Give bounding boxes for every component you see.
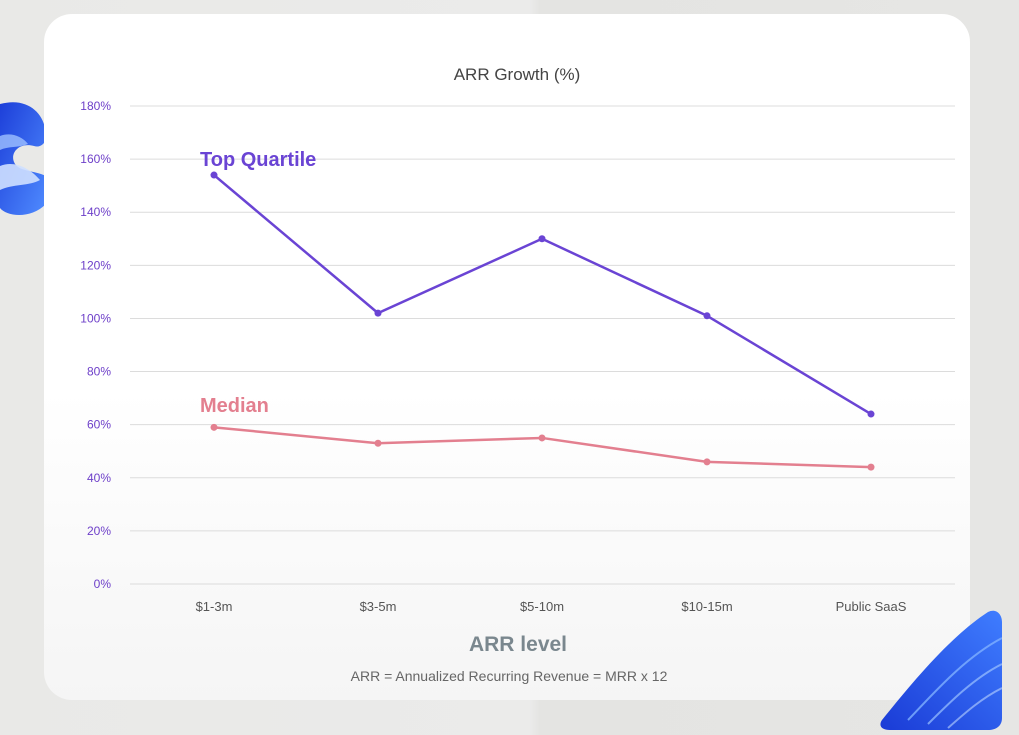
grid-lines bbox=[130, 105, 955, 585]
brand-wave-right-icon bbox=[880, 610, 1002, 730]
y-tick-label: 100% bbox=[80, 311, 111, 325]
data-point-median bbox=[210, 423, 218, 431]
series-label-median: Median bbox=[200, 395, 269, 417]
x-axis-ticks: $1-3m $3-5m $5-10m $10-15m Public SaaS bbox=[196, 599, 907, 614]
y-tick-label: 60% bbox=[87, 418, 111, 432]
x-tick-label: $3-5m bbox=[360, 599, 397, 614]
series-line-top-quartile bbox=[213, 174, 872, 416]
x-tick-label: $5-10m bbox=[520, 599, 564, 614]
series-label-top-quartile: Top Quartile bbox=[200, 149, 316, 171]
chart-card bbox=[44, 14, 970, 700]
data-point-median bbox=[374, 439, 382, 447]
data-point-top-quartile bbox=[538, 235, 546, 243]
data-point-top-quartile bbox=[374, 309, 382, 317]
data-point-top-quartile bbox=[210, 171, 218, 179]
data-point-top-quartile bbox=[703, 312, 711, 320]
brand-swirl-left-icon bbox=[0, 102, 46, 215]
y-tick-label: 120% bbox=[80, 258, 111, 272]
x-tick-label: Public SaaS bbox=[836, 599, 907, 614]
data-point-top-quartile bbox=[867, 410, 875, 418]
x-tick-label: $1-3m bbox=[196, 599, 233, 614]
data-point-median bbox=[867, 463, 875, 471]
y-tick-label: 80% bbox=[87, 365, 111, 379]
data-point-median bbox=[538, 434, 546, 442]
y-tick-label: 160% bbox=[80, 152, 111, 166]
y-axis-ticks: 0% 20% 40% 60% 80% 100% 120% 140% 160% 180% bbox=[80, 99, 111, 591]
data-point-median bbox=[703, 458, 711, 466]
series-line-median bbox=[213, 426, 872, 469]
y-tick-label: 140% bbox=[80, 205, 111, 219]
y-tick-label: 180% bbox=[80, 99, 111, 113]
x-tick-label: $10-15m bbox=[681, 599, 732, 614]
y-tick-label: 20% bbox=[87, 524, 111, 538]
chart-footnote: ARR = Annualized Recurring Revenue = MRR… bbox=[351, 668, 668, 684]
series-layer bbox=[210, 171, 875, 471]
y-tick-label: 0% bbox=[94, 577, 112, 591]
chart-title: ARR Growth (%) bbox=[454, 65, 581, 84]
x-axis-label: ARR level bbox=[469, 633, 567, 656]
y-tick-label: 40% bbox=[87, 471, 111, 485]
